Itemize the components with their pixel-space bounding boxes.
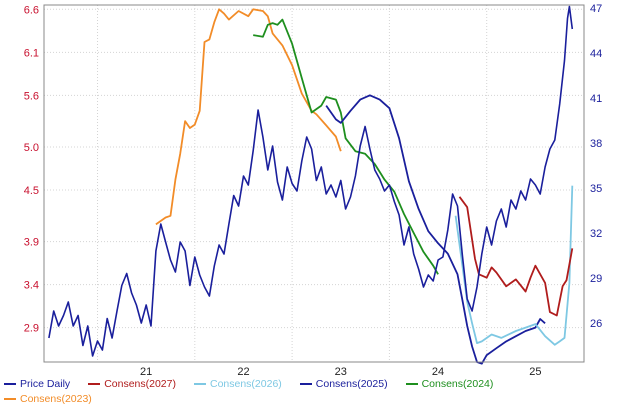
left-tick-label: 4.5 bbox=[24, 185, 39, 197]
series-line-consens-2023 bbox=[155, 8, 342, 226]
legend-label: Consens(2026) bbox=[209, 378, 282, 390]
grid bbox=[44, 5, 584, 362]
legend-item: Consens(2024) bbox=[405, 378, 494, 390]
series-line-consens-2027 bbox=[458, 196, 574, 317]
left-tick-label: 5.0 bbox=[24, 142, 39, 154]
legend-swatch bbox=[88, 383, 101, 386]
left-tick-label: 2.9 bbox=[24, 323, 39, 335]
right-tick-label: 35 bbox=[590, 183, 602, 195]
right-tick-label: 29 bbox=[590, 273, 602, 285]
plot-frame bbox=[43, 4, 585, 363]
x-tick-label: 24 bbox=[432, 366, 444, 378]
left-tick-label: 6.1 bbox=[24, 47, 39, 59]
legend-label: Consens(2025) bbox=[315, 378, 388, 390]
legend-item: Consens(2027) bbox=[88, 378, 176, 390]
right-tick-label: 38 bbox=[590, 138, 602, 150]
left-axis-ticks: 2.9 3.4 3.9 4.5 5.0 5.6 6.1 6.6 bbox=[24, 4, 39, 334]
legend-swatch bbox=[4, 398, 16, 401]
series-line-price-daily bbox=[48, 5, 574, 357]
x-tick-label: 25 bbox=[529, 366, 541, 378]
left-tick-label: 5.6 bbox=[24, 90, 39, 102]
left-tick-label: 6.6 bbox=[24, 4, 39, 16]
legend-swatch bbox=[4, 383, 16, 386]
legend-item: Consens(2026) bbox=[193, 378, 282, 390]
series-line-consens-2024 bbox=[253, 18, 439, 275]
series-line-consens-2026 bbox=[454, 185, 574, 346]
right-tick-label: 44 bbox=[590, 48, 602, 60]
legend-item: Consens(2025) bbox=[299, 378, 388, 390]
right-tick-label: 41 bbox=[590, 93, 602, 105]
series-line-consens-2025 bbox=[325, 94, 546, 365]
legend-label: Price Daily bbox=[20, 378, 71, 390]
x-tick-label: 23 bbox=[335, 366, 347, 378]
legend-swatch bbox=[405, 383, 418, 386]
legend: Price Daily Consens(2027) Consens(2026) Con… bbox=[4, 378, 616, 408]
legend-item: Price Daily bbox=[4, 378, 70, 390]
x-tick-label: 22 bbox=[237, 366, 249, 378]
right-tick-label: 32 bbox=[590, 228, 602, 240]
legend-label: Consens(2027) bbox=[104, 378, 176, 390]
legend-swatch bbox=[299, 383, 312, 386]
left-tick-label: 3.9 bbox=[24, 237, 39, 249]
legend-swatch bbox=[193, 383, 206, 386]
right-tick-label: 26 bbox=[590, 318, 602, 330]
right-tick-label: 47 bbox=[590, 3, 602, 15]
x-tick-label: 21 bbox=[140, 366, 152, 378]
series-lines bbox=[48, 5, 574, 365]
legend-label: Consens(2023) bbox=[20, 393, 92, 405]
right-axis-ticks: 26 29 32 35 38 41 44 47 bbox=[590, 3, 602, 330]
legend-item: Consens(2023) bbox=[4, 393, 92, 405]
left-tick-label: 3.4 bbox=[24, 280, 39, 292]
legend-label: Consens(2024) bbox=[421, 378, 494, 390]
x-axis-ticks: 21 22 23 24 25 bbox=[140, 366, 541, 378]
